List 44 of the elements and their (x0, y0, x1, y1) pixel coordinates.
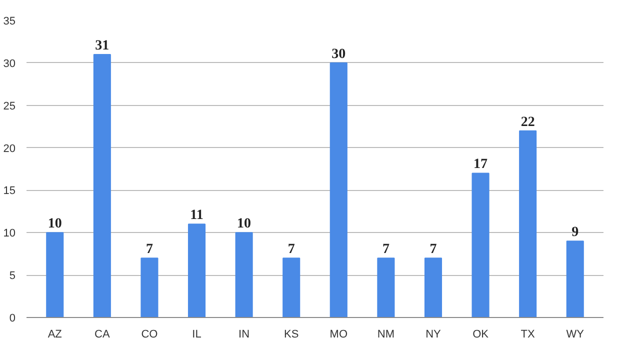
bar (377, 258, 395, 318)
y-tick-label: 25 (3, 100, 16, 112)
data-label: 11 (190, 208, 204, 224)
x-tick-label: WY (566, 328, 585, 340)
x-tick-label: TX (520, 328, 536, 340)
x-tick-label: MO (330, 328, 348, 340)
data-label: 30 (332, 46, 346, 62)
x-tick-label: NY (426, 328, 442, 340)
bar (566, 240, 584, 318)
x-tick-label: OK (472, 328, 490, 340)
x-tick-label: AZ (48, 328, 62, 340)
y-tick-label: 35 (3, 16, 16, 28)
bar (46, 232, 64, 318)
data-label: 22 (520, 114, 535, 130)
bar (282, 258, 300, 318)
bar (424, 258, 442, 318)
bar (519, 130, 537, 318)
data-label: 7 (146, 242, 153, 258)
y-tick-label: 15 (3, 185, 16, 198)
data-label: 10 (237, 216, 252, 232)
bar (472, 172, 490, 318)
data-label: 7 (288, 242, 295, 258)
x-tick-label: CO (141, 328, 158, 340)
bar (93, 54, 111, 318)
y-tick-label: 20 (3, 142, 16, 155)
y-tick-label: 5 (9, 270, 16, 282)
x-tick-label: IL (192, 328, 202, 340)
bar (330, 62, 348, 318)
x-tick-label: NM (377, 328, 394, 340)
y-tick-label: 30 (3, 58, 16, 70)
x-tick-label: CA (94, 328, 110, 340)
data-label: 9 (572, 225, 579, 240)
bar (235, 232, 253, 318)
bar (140, 258, 158, 318)
data-label: 7 (430, 242, 437, 258)
x-tick-label: KS (284, 328, 299, 340)
data-label: 10 (48, 216, 62, 232)
bar (188, 224, 206, 318)
y-tick-label: 10 (3, 228, 16, 240)
x-tick-label: IN (238, 328, 250, 340)
data-label: 17 (474, 157, 488, 172)
y-tick-label: 0 (9, 312, 16, 324)
data-label: 7 (382, 242, 390, 258)
data-label: 31 (95, 38, 110, 54)
